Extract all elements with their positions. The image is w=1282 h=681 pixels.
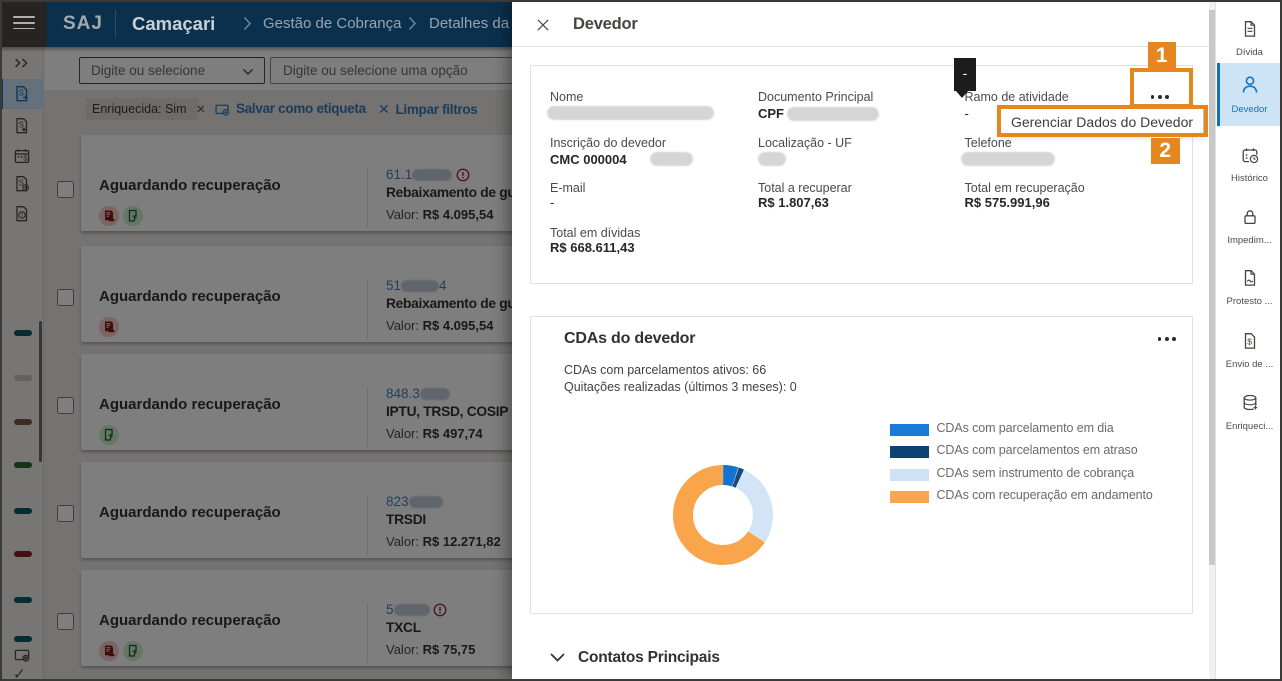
svg-text:$: $ — [1247, 337, 1252, 347]
